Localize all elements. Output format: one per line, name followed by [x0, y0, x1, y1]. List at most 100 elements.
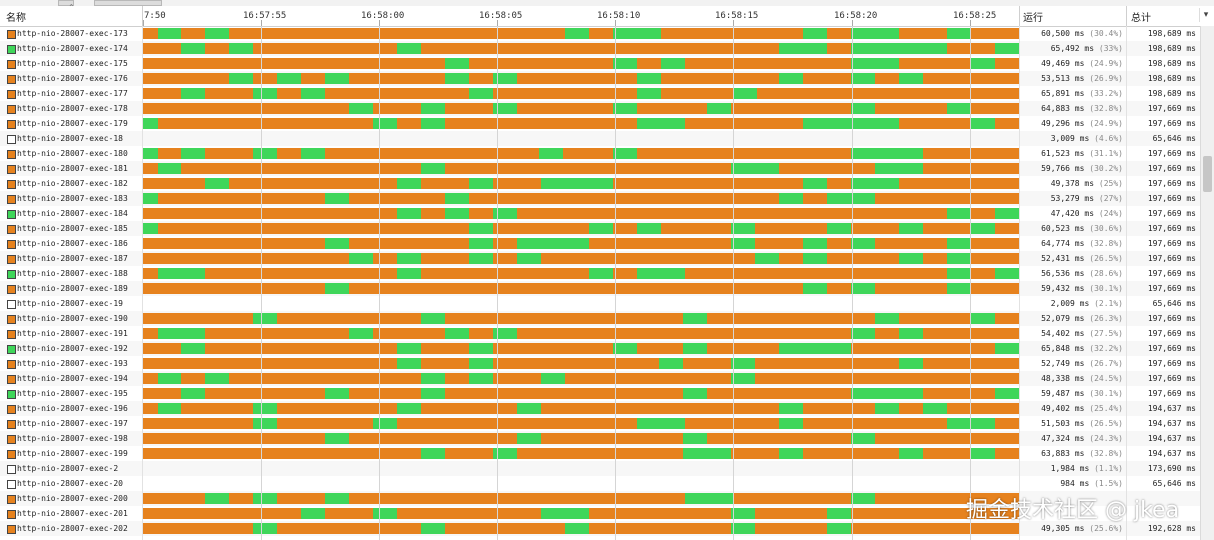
running-segment — [469, 193, 779, 204]
running-segment — [971, 283, 1019, 294]
running-segment — [851, 508, 1019, 519]
running-segment — [875, 193, 1019, 204]
running-segment — [755, 508, 827, 519]
thread-row[interactable]: http-nio-28007-exec-175 49,469 ms (24.9%)… — [0, 56, 1200, 71]
thread-row[interactable]: http-nio-28007-exec-190 52,079 ms (26.3%)… — [0, 311, 1200, 326]
waiting-segment — [995, 43, 1019, 54]
thread-row[interactable]: http-nio-28007-exec-173 60,500 ms (30.4%)… — [0, 26, 1200, 41]
thread-name: http-nio-28007-exec-189 — [17, 284, 128, 293]
running-segment — [349, 73, 445, 84]
running-segment — [995, 223, 1019, 234]
thread-row[interactable]: http-nio-28007-exec-184 47,420 ms (24%) 19… — [0, 206, 1200, 221]
waiting-segment — [541, 508, 589, 519]
thread-row[interactable]: http-nio-28007-exec-179 49,296 ms (24.9%)… — [0, 116, 1200, 131]
thread-timeline — [143, 313, 1019, 324]
running-segment — [325, 508, 373, 519]
run-time-percent: (26.9%) — [1089, 74, 1123, 83]
thread-running-icon — [7, 375, 16, 384]
thread-row[interactable]: http-nio-28007-exec-197 51,503 ms (26.5%)… — [0, 416, 1200, 431]
waiting-segment — [733, 88, 757, 99]
thread-row[interactable]: http-nio-28007-exec-19 2,009 ms (2.1%) 65,… — [0, 296, 1200, 311]
running-segment — [445, 388, 683, 399]
running-segment — [277, 523, 421, 534]
thread-row[interactable]: http-nio-28007-exec-174 65,492 ms (33%) 19… — [0, 41, 1200, 56]
run-time-percent: (24%) — [1098, 209, 1123, 218]
total-time: 197,669 ms — [1147, 239, 1196, 248]
thread-row[interactable]: http-nio-28007-exec-183 53,279 ms (27%) 19… — [0, 191, 1200, 206]
thread-timeline — [143, 328, 1019, 339]
waiting-segment — [613, 58, 637, 69]
toolbar-field[interactable] — [94, 0, 162, 6]
column-header-name[interactable]: 名称 — [6, 13, 26, 24]
thread-row[interactable]: http-nio-28007-exec-201 — [0, 506, 1200, 521]
running-segment — [685, 268, 947, 279]
total-time: 197,669 ms — [1147, 164, 1196, 173]
running-segment — [397, 418, 637, 429]
thread-row[interactable]: http-nio-28007-exec-193 52,749 ms (26.7%)… — [0, 356, 1200, 371]
waiting-segment — [421, 163, 445, 174]
vertical-scrollbar[interactable] — [1200, 26, 1214, 540]
running-segment — [143, 28, 158, 39]
run-time-percent: (1.5%) — [1094, 479, 1123, 488]
thread-row[interactable]: http-nio-28007-exec-189 59,432 ms (30.1%)… — [0, 281, 1200, 296]
running-segment — [755, 523, 827, 534]
column-menu-chevron-icon[interactable]: ▾ — [1199, 8, 1212, 22]
thread-rows: http-nio-28007-exec-173 60,500 ms (30.4%)… — [0, 26, 1200, 540]
waiting-segment — [899, 358, 923, 369]
total-time: 173,690 ms — [1147, 464, 1196, 473]
thread-row[interactable]: http-nio-28007-exec-202 49,305 ms (25.6%)… — [0, 521, 1200, 536]
running-segment — [923, 163, 1019, 174]
thread-row[interactable]: http-nio-28007-exec-191 54,402 ms (27.5%)… — [0, 326, 1200, 341]
column-header-run[interactable]: 运行 — [1023, 13, 1043, 24]
waiting-segment — [637, 223, 661, 234]
waiting-segment — [158, 328, 205, 339]
thread-row[interactable]: http-nio-28007-exec-185 60,523 ms (30.6%)… — [0, 221, 1200, 236]
thread-row[interactable]: http-nio-28007-exec-187 52,431 ms (26.5%)… — [0, 251, 1200, 266]
thread-row[interactable]: http-nio-28007-exec-195 59,487 ms (30.1%)… — [0, 386, 1200, 401]
thread-row[interactable]: http-nio-28007-exec-196 49,402 ms (25.4%)… — [0, 401, 1200, 416]
running-segment — [205, 268, 397, 279]
thread-row[interactable]: http-nio-28007-exec-188 56,536 ms (28.6%)… — [0, 266, 1200, 281]
waiting-segment — [158, 373, 181, 384]
thread-row[interactable]: http-nio-28007-exec-199 63,883 ms (32.8%)… — [0, 446, 1200, 461]
thread-row[interactable]: http-nio-28007-exec-192 65,848 ms (32.2%)… — [0, 341, 1200, 356]
thread-row[interactable]: http-nio-28007-exec-176 53,513 ms (26.9%)… — [0, 71, 1200, 86]
scrollbar-thumb[interactable] — [1203, 156, 1212, 192]
column-header-total[interactable]: 总计 — [1131, 13, 1151, 24]
thread-name: http-nio-28007-exec-18 — [17, 134, 123, 143]
running-segment — [445, 448, 493, 459]
running-segment — [421, 268, 589, 279]
waiting-segment — [947, 28, 971, 39]
thread-row[interactable]: http-nio-28007-exec-182 49,378 ms (25%) 19… — [0, 176, 1200, 191]
running-segment — [143, 403, 158, 414]
running-segment — [349, 388, 421, 399]
thread-row[interactable]: http-nio-28007-exec-20 984 ms (1.5%) 65,64… — [0, 476, 1200, 491]
thread-row[interactable]: http-nio-28007-exec-198 47,324 ms (24.3%)… — [0, 431, 1200, 446]
thread-row[interactable]: http-nio-28007-exec-181 59,766 ms (30.2%)… — [0, 161, 1200, 176]
thread-row[interactable]: http-nio-28007-exec-177 65,891 ms (33.2%)… — [0, 86, 1200, 101]
thread-running-icon — [7, 510, 16, 519]
running-segment — [205, 328, 349, 339]
running-segment — [899, 178, 1019, 189]
run-time-percent: (26.3%) — [1089, 314, 1123, 323]
column-divider[interactable] — [1019, 6, 1020, 26]
column-divider[interactable] — [142, 6, 143, 26]
waiting-segment — [143, 118, 158, 129]
thread-row[interactable]: http-nio-28007-exec-186 64,774 ms (32.8%)… — [0, 236, 1200, 251]
run-time-value: 54,402 ms — [1041, 329, 1085, 338]
thread-timeline — [143, 478, 1019, 489]
run-time-value: 59,766 ms — [1041, 164, 1085, 173]
run-time-percent: (30.6%) — [1089, 224, 1123, 233]
thread-name: http-nio-28007-exec-202 — [17, 524, 128, 533]
thread-row[interactable]: http-nio-28007-exec-180 61,523 ms (31.1%)… — [0, 146, 1200, 161]
run-time: 52,431 ms (26.5%) — [1020, 254, 1123, 263]
thread-row[interactable]: http-nio-28007-exec-2 1,984 ms (1.1%) 173,… — [0, 461, 1200, 476]
thread-row[interactable]: http-nio-28007-exec-178 64,883 ms (32.8%)… — [0, 101, 1200, 116]
thread-row[interactable]: http-nio-28007-exec-18 3,009 ms (4.6%) 65,… — [0, 131, 1200, 146]
thread-row[interactable]: http-nio-28007-exec-194 48,338 ms (24.5%)… — [0, 371, 1200, 386]
waiting-segment — [143, 223, 158, 234]
total-time: 197,669 ms — [1147, 374, 1196, 383]
thread-row[interactable]: http-nio-28007-exec-200 — [0, 491, 1200, 506]
column-divider[interactable] — [1126, 6, 1127, 26]
toolbar-button[interactable] — [58, 0, 74, 6]
